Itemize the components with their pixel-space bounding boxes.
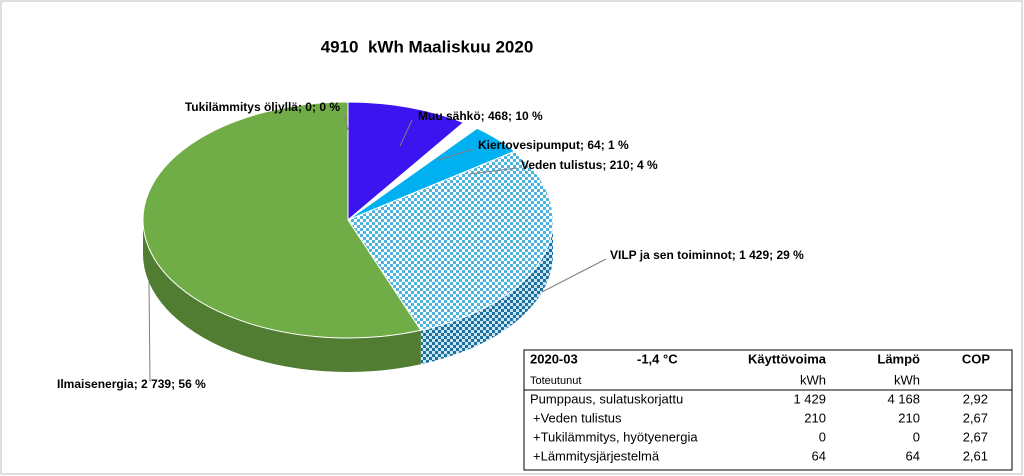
slice-side <box>143 220 421 372</box>
table-cell: 64 <box>812 448 826 463</box>
table-cell: 4 168 <box>887 391 920 406</box>
table-subheader: Toteutunut <box>530 375 581 387</box>
table-cell: +Lämmitysjärjestelmä <box>533 448 660 463</box>
table-unit: kWh <box>800 372 826 387</box>
table-border <box>523 349 1013 471</box>
leader-line <box>469 167 518 175</box>
pie-slice <box>347 150 554 331</box>
data-label: Veden tulistus; 210; 4 % <box>521 158 658 172</box>
leader-line <box>148 281 151 383</box>
table-header: Lämpö <box>877 351 920 366</box>
table-unit: kWh <box>894 372 920 387</box>
table-cell: 210 <box>898 410 920 425</box>
table-cell: 0 <box>819 429 826 444</box>
table-cell: 210 <box>804 410 826 425</box>
table-header: Käyttövoima <box>748 351 827 366</box>
table-cell: +Tukilämmitys, hyötyenergia <box>533 429 698 444</box>
data-label: Muu sähkö; 468; 10 % <box>418 109 543 123</box>
slice-side <box>420 220 553 365</box>
data-label: Tukilämmitys öljyllä; 0; 0 % <box>185 100 340 114</box>
leader-line <box>437 148 475 161</box>
table-cell: 2,67 <box>963 410 988 425</box>
table-cell: 2,61 <box>963 448 988 463</box>
pie-slice <box>142 101 422 339</box>
leader-line <box>541 258 607 293</box>
table-cell: 2,67 <box>963 429 988 444</box>
table-header: COP <box>962 351 991 366</box>
data-label: VILP ja sen toiminnot; 1 429; 29 % <box>610 248 804 262</box>
leader-line <box>399 119 413 147</box>
table-cell: Pumppaus, sulatuskorjattu <box>530 391 683 406</box>
table-cell: 2,92 <box>963 391 988 406</box>
table-cell: 0 <box>913 429 920 444</box>
data-label: Kiertovesipumput; 64; 1 % <box>478 138 629 152</box>
table-header: -1,4 °C <box>637 351 678 366</box>
table-header: 2020-03 <box>530 351 578 366</box>
chart-title: 4910 kWh Maaliskuu 2020 <box>321 37 534 56</box>
leader-line <box>343 113 349 131</box>
pie-slice <box>347 101 465 222</box>
table-cell: 1 429 <box>793 391 826 406</box>
data-label: Ilmaisenergia; 2 739; 56 % <box>57 377 206 391</box>
table-cell: +Veden tulistus <box>533 410 622 425</box>
table-cell: 64 <box>906 448 920 463</box>
